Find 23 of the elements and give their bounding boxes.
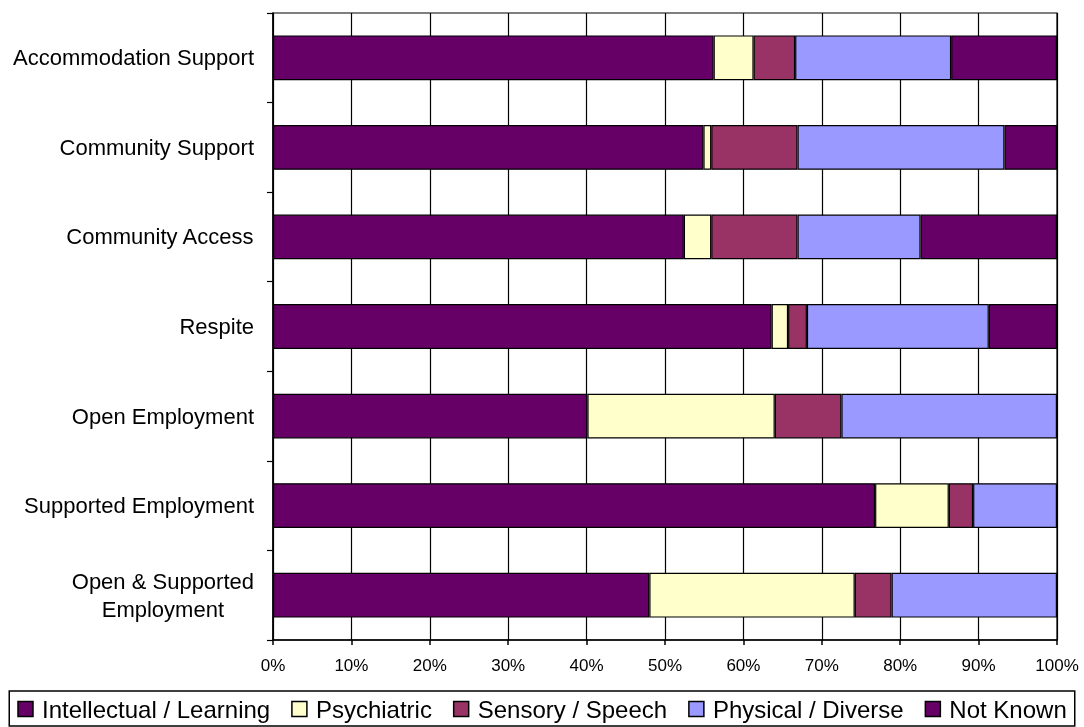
- legend-label: Physical / Diverse: [712, 695, 904, 723]
- legend-label: Intellectual / Learning: [42, 695, 271, 723]
- y-tick-label: Community Access: [66, 224, 254, 250]
- x-tick-label: 20%: [412, 656, 447, 675]
- x-tick-label: 10%: [334, 656, 369, 675]
- legend-label: Sensory / Speech: [477, 695, 668, 723]
- y-tick-label: Community Support: [59, 134, 254, 160]
- x-tick-label: 100%: [1035, 656, 1079, 675]
- x-tick-label: 90%: [961, 656, 996, 675]
- x-tick-label: 0%: [260, 656, 286, 675]
- legend-label: Not Known: [949, 695, 1067, 723]
- x-tick-label: 40%: [569, 656, 604, 675]
- x-tick-label: 30%: [491, 656, 526, 675]
- x-tick-label: 70%: [804, 656, 839, 675]
- legend-label: Psychiatric: [315, 695, 432, 723]
- x-tick-label: 60%: [726, 656, 761, 675]
- x-tick-label: 50%: [647, 656, 683, 675]
- x-tick-label: 80%: [883, 656, 918, 675]
- y-tick-label: Accommodation Support: [13, 45, 254, 71]
- y-tick-label: Respite: [179, 314, 254, 339]
- y-tick-label: Open Employment: [71, 403, 254, 429]
- y-tick-label: Open & Supported Employment: [71, 568, 254, 622]
- y-tick-label: Supported Employment: [24, 493, 254, 519]
